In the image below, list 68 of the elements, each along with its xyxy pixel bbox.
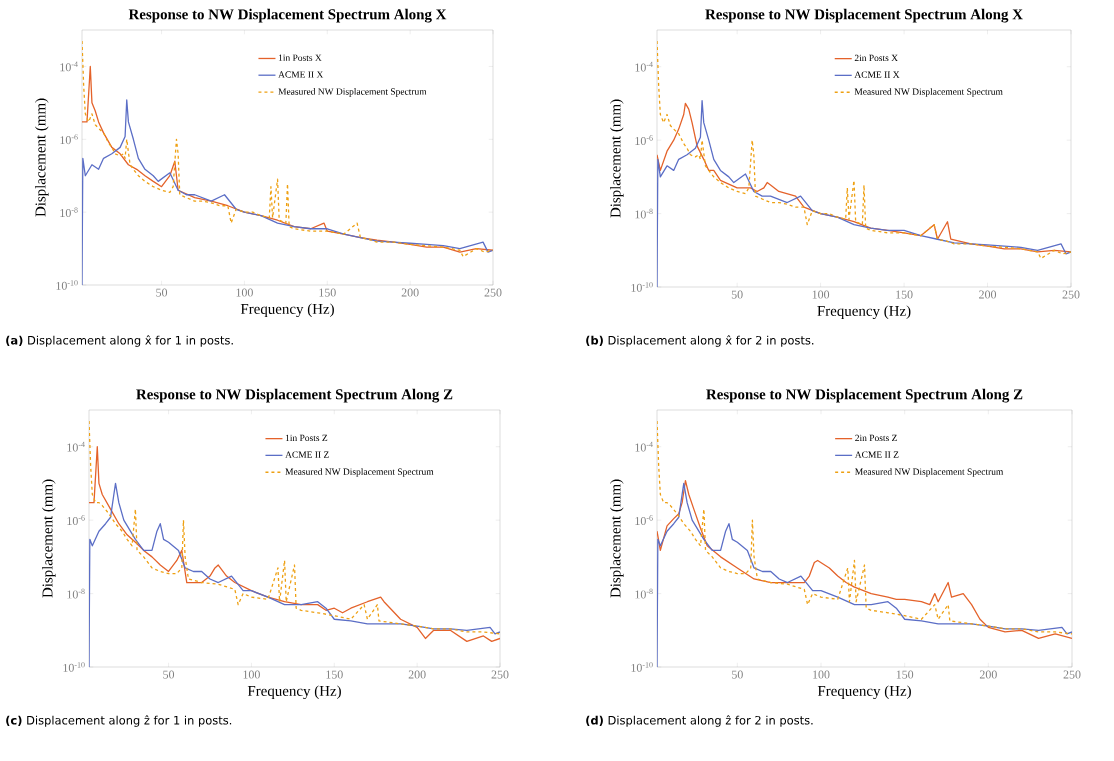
y-tick-label: 10$^{-8}$ [635,208,653,219]
text: (b) Displacement along x̂ for 2 in posts. [586,335,814,347]
chart-title: Response to NW Displacement Spectrum Along X [128,8,447,23]
y-tick-label: 10$^{-6}$ [635,515,653,526]
line-series [657,40,1072,260]
x-tick-label: 200 [979,670,997,679]
x-tick-label: 150 [319,288,336,297]
text: (a) Displacement along x̂ for 1 in posts. [6,335,233,347]
x-tick-label: 200 [401,288,419,297]
x-axis-title: Frequency (Hz) [240,303,334,318]
x-tick-label: 250 [484,288,502,297]
legend-label: ACME II Z [285,451,329,458]
chart-title: Response to NW Displacement Spectrum Along Z [706,388,1023,403]
x-tick-label: 200 [408,670,426,679]
legend-label: Measured NW Displacement Spectrum [278,88,427,97]
y-tick-label: 10$^{-10}$ [631,662,653,672]
x-tick-label: 100 [812,290,830,299]
y-tick-label: 10$^{-8}$ [60,207,78,218]
legend-label: 1in Posts X [278,54,322,61]
x-axis-title: Frequency (Hz) [247,685,341,700]
x-tick-label: 100 [236,288,253,297]
x-tick-label: 50 [163,670,175,679]
x-tick-label: 50 [731,290,743,299]
line-series [657,102,1072,253]
y-tick-label: 10$^{-6}$ [60,134,78,145]
chart-title: Response to NW Displacement Spectrum Along Z [136,388,453,403]
y-tick-label: 10$^{-6}$ [635,135,653,146]
chart-title: Response to NW Displacement Spectrum Along X [705,8,1023,23]
x-tick-label: 200 [979,290,997,299]
y-axis-title: Displacement (mm) [35,98,49,217]
x-tick-label: 250 [491,670,509,679]
x-tick-label: 50 [732,670,743,679]
legend-label: Measured NW Displacement Spectrum [855,468,1004,477]
y-tick-label: 10$^{-4}$ [60,61,78,72]
y-tick-label: 10$^{-8}$ [67,588,85,599]
y-tick-label: 10$^{-10}$ [63,662,85,672]
x-tick-label: 100 [243,670,260,679]
y-tick-label: 10$^{-4}$ [635,61,653,72]
x-tick-label: 150 [896,290,913,299]
y-axis-title: Displacement (mm) [610,479,624,598]
text: (c) Displacement along ẑ for 1 in posts. [6,715,232,727]
x-tick-label: 150 [896,670,914,679]
y-tick-label: 10$^{-4}$ [635,441,653,452]
text: (d) Displacement along ẑ for 2 in posts. [586,715,813,727]
x-axis-title: Frequency (Hz) [817,685,911,700]
x-axis-title: Frequency (Hz) [817,305,911,320]
x-tick-label: 250 [1063,670,1081,679]
legend-label: ACME II Z [854,451,899,458]
y-axis-title: Displacement (mm) [610,99,624,218]
x-tick-label: 250 [1062,290,1080,299]
x-tick-label: 50 [156,288,168,297]
legend-label: 1in Posts Z [285,434,328,442]
x-tick-label: 100 [813,670,830,679]
legend-label: 2in Posts X [854,54,898,62]
legend-label: ACME II X [278,71,324,78]
line-series [657,420,1073,635]
x-tick-label: 150 [326,670,343,679]
legend-label: ACME II X [854,71,900,78]
y-tick-label: 10$^{-6}$ [67,515,85,526]
legend-label: Measured NW Displacement Spectrum [854,88,1003,97]
y-tick-label: 10$^{-10}$ [56,280,78,290]
legend-label: 2in Posts Z [855,434,897,442]
y-tick-label: 10$^{-4}$ [67,441,85,452]
y-tick-label: 10$^{-8}$ [635,588,653,599]
legend-label: Measured NW Displacement Spectrum [285,468,434,477]
y-tick-label: 10$^{-10}$ [631,282,653,292]
y-axis-title: Displacement (mm) [42,479,56,598]
line-series [657,99,1072,288]
